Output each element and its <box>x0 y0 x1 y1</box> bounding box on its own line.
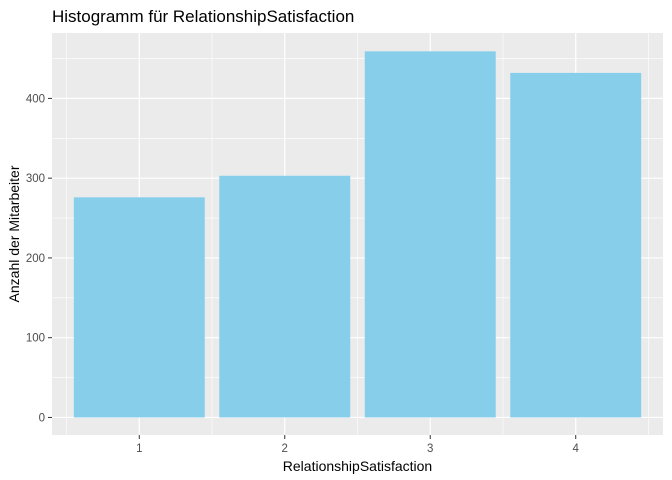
x-tick-label: 3 <box>427 443 433 455</box>
x-tick-label: 2 <box>282 443 288 455</box>
x-axis-title: RelationshipSatisfaction <box>283 458 432 474</box>
x-tick-label: 1 <box>136 443 142 455</box>
x-tick-label: 4 <box>573 443 580 455</box>
y-tick-label: 0 <box>39 412 45 424</box>
y-axis: 0 100 200 300 400 <box>26 93 52 424</box>
bar-4 <box>510 72 642 418</box>
bars <box>73 51 642 418</box>
x-axis: 1 2 3 4 <box>136 435 580 455</box>
bar-2 <box>219 175 351 418</box>
y-tick-label: 300 <box>26 173 45 185</box>
bar-3 <box>364 51 496 418</box>
bar-1 <box>73 197 205 418</box>
chart-title: Histogramm für RelationshipSatisfaction <box>52 7 354 26</box>
y-axis-title: Anzahl der Mitarbeiter <box>6 165 22 302</box>
y-tick-label: 200 <box>26 253 45 265</box>
y-tick-label: 100 <box>26 333 45 345</box>
y-tick-label: 400 <box>26 93 45 105</box>
